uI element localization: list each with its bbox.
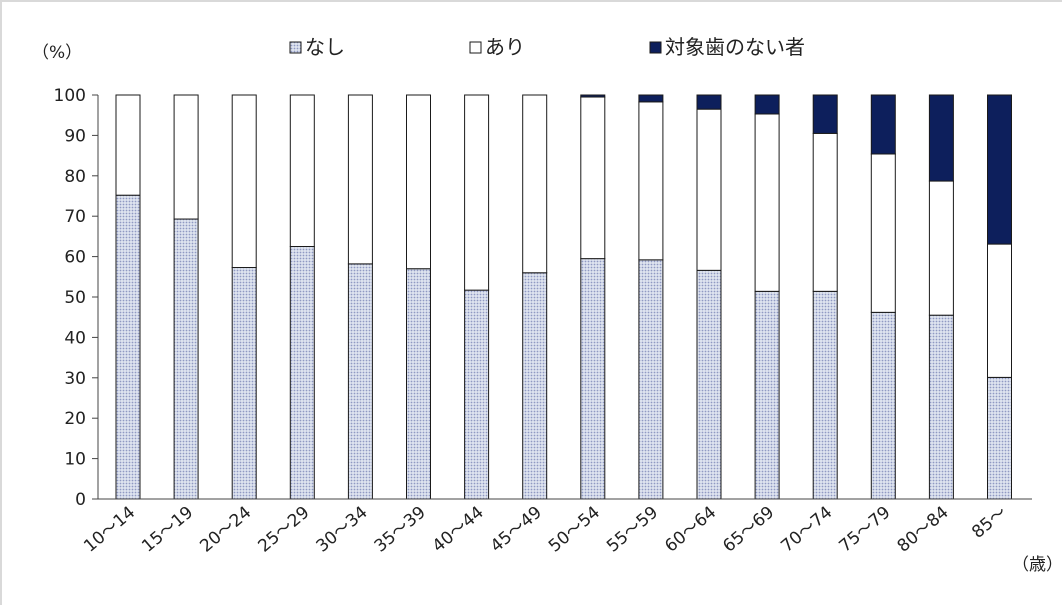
- y-tick-label: 60: [64, 248, 86, 268]
- x-tick-label: 20～24: [196, 503, 255, 557]
- bar-segment-ari: [464, 94, 490, 291]
- legend-swatch: [649, 41, 662, 54]
- x-tick-label: 50～54: [545, 503, 604, 557]
- x-tick-label: 30～34: [313, 503, 372, 557]
- bar-segment-no-target-teeth: [928, 94, 954, 182]
- bar-segment-nashi: [812, 290, 838, 500]
- bar-segment-nashi: [928, 314, 954, 500]
- bar-segment-nashi: [580, 258, 606, 500]
- bar-segment-no-target-teeth: [696, 94, 722, 110]
- bar-segment-nashi: [289, 246, 315, 500]
- bar-segment-ari: [696, 108, 722, 271]
- bar-segment-no-target-teeth: [870, 94, 896, 155]
- legend-swatch: [469, 41, 482, 54]
- x-tick-label: 40～44: [429, 503, 488, 557]
- bar-segment-ari: [231, 94, 257, 269]
- x-tick-label: 75～79: [835, 503, 894, 557]
- bar-segment-no-target-teeth: [987, 94, 1012, 245]
- bar-segment-nashi: [173, 218, 199, 500]
- bar-segment-nashi: [522, 272, 548, 500]
- bar-segment-nashi: [870, 311, 896, 500]
- bar-segment-no-target-teeth: [812, 94, 838, 134]
- bar-segment-no-target-teeth: [638, 94, 664, 103]
- bar-segment-ari: [173, 94, 199, 220]
- bar-segment-ari: [289, 94, 315, 247]
- y-tick-label: 100: [54, 86, 86, 106]
- bar-segment-nashi: [231, 267, 257, 500]
- y-tick-label: 90: [64, 126, 86, 146]
- bar-segment-nashi: [696, 269, 722, 500]
- x-tick-label: 80～84: [894, 503, 953, 557]
- bar-segment-nashi: [987, 376, 1012, 500]
- legend: なし あり 対象歯のない者: [289, 35, 805, 59]
- x-tick-label: 10～14: [80, 503, 139, 557]
- y-tick-label: 30: [64, 369, 86, 389]
- y-axis: 0 10 20 30 40 50 60 70 80 90 100: [54, 86, 99, 510]
- bar-segment-ari: [638, 101, 664, 261]
- bar-segment-ari: [754, 113, 780, 292]
- bar-segment-ari: [406, 94, 431, 270]
- y-tick-label: 50: [64, 288, 86, 308]
- legend-label: 対象歯のない者: [665, 35, 805, 59]
- bar-segment-nashi: [115, 194, 141, 500]
- legend-label: なし: [305, 35, 345, 59]
- bar-segment-ari: [580, 96, 606, 260]
- x-axis: 10～14 15～19 20～24 25～29 30～34 35～39 40～44 45～49…: [80, 498, 1032, 557]
- y-tick-label: 20: [64, 409, 86, 429]
- bar-segment-no-target-teeth: [580, 94, 606, 98]
- x-tick-label: 55～59: [603, 503, 662, 557]
- bar-segment-nashi: [347, 263, 373, 500]
- y-tick-label: 10: [64, 450, 86, 470]
- bar-segment-nashi: [638, 259, 664, 500]
- bar-segment-ari: [115, 94, 141, 196]
- x-tick-label: 45～49: [487, 503, 546, 557]
- x-tick-label: 85～: [968, 503, 1010, 543]
- bar-segment-nashi: [754, 290, 780, 500]
- y-tick-label: 40: [64, 328, 86, 348]
- bar-segment-ari: [928, 180, 954, 316]
- bars: [115, 94, 1012, 500]
- bar-segment-ari: [522, 94, 548, 274]
- y-tick-label: 80: [64, 167, 86, 187]
- legend-swatch: [289, 41, 302, 54]
- x-tick-label: 70～74: [777, 503, 836, 557]
- x-tick-label: 25～29: [254, 503, 313, 557]
- bar-segment-ari: [987, 243, 1012, 378]
- x-tick-label: 65～69: [719, 503, 778, 557]
- bar-segment-ari: [870, 153, 896, 313]
- bar-segment-no-target-teeth: [754, 94, 780, 115]
- bar-segment-nashi: [406, 268, 431, 500]
- y-axis-unit-label: （%）: [32, 43, 82, 63]
- x-axis-unit-label: （歳）: [1012, 555, 1062, 575]
- bar-segment-ari: [347, 94, 373, 265]
- x-tick-label: 15～19: [138, 503, 197, 557]
- x-tick-label: 35～39: [371, 503, 430, 557]
- y-tick-label: 70: [64, 207, 86, 227]
- bar-segment-nashi: [464, 289, 490, 500]
- x-tick-label: 60～64: [661, 503, 720, 557]
- y-tick-label: 0: [75, 490, 86, 510]
- bar-segment-ari: [812, 132, 838, 292]
- legend-label: あり: [485, 35, 525, 59]
